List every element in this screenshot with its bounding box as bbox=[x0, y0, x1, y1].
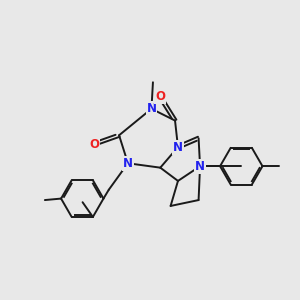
Text: N: N bbox=[195, 160, 205, 173]
Text: O: O bbox=[89, 138, 99, 151]
Text: N: N bbox=[173, 141, 183, 154]
Text: N: N bbox=[146, 102, 157, 115]
Text: O: O bbox=[155, 91, 165, 103]
Text: N: N bbox=[123, 157, 133, 170]
